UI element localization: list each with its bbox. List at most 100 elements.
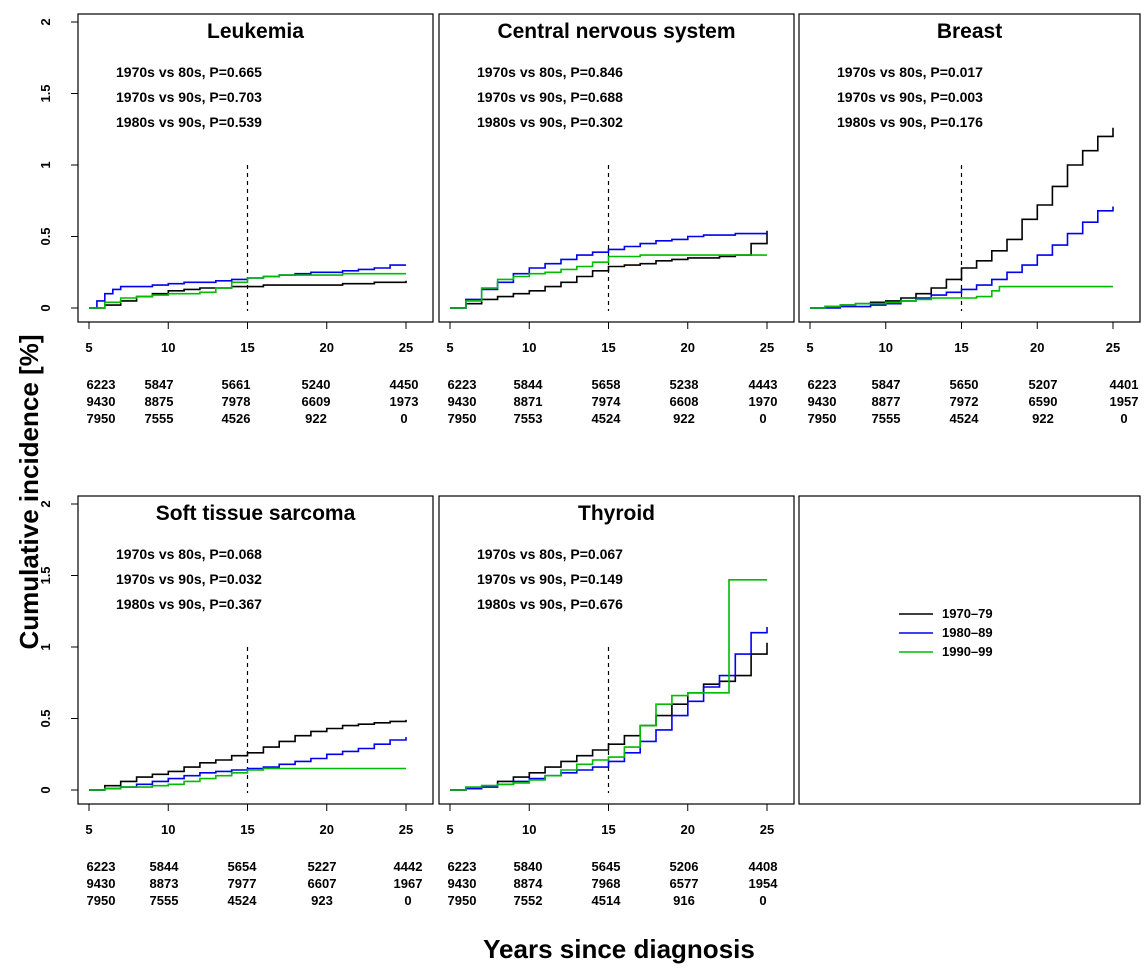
- risk-table-cell: 6223: [448, 377, 477, 392]
- y-tick-label: 2: [38, 18, 53, 25]
- p-value-annotation: 1970s vs 90s, P=0.003: [837, 89, 983, 105]
- risk-table-cell: 9430: [448, 876, 477, 891]
- risk-table-cell: 0: [400, 411, 407, 426]
- legend-label: 1980–89: [942, 625, 993, 640]
- x-tick-label: 25: [760, 340, 774, 355]
- p-value-annotation: 1980s vs 90s, P=0.539: [116, 114, 262, 130]
- risk-table-cell: 0: [1120, 411, 1127, 426]
- series-line-1990-99: [89, 272, 406, 309]
- risk-table-cell: 5847: [872, 377, 901, 392]
- x-tick-label: 10: [522, 340, 536, 355]
- x-tick-label: 10: [161, 340, 175, 355]
- risk-table-cell: 7552: [514, 893, 543, 908]
- risk-table-cell: 5645: [592, 859, 621, 874]
- risk-table-cell: 6607: [308, 876, 337, 891]
- risk-table-cell: 4526: [222, 411, 251, 426]
- risk-table-cell: 1967: [394, 876, 423, 891]
- y-tick-label: 0.5: [38, 227, 53, 245]
- x-tick-label: 15: [240, 340, 254, 355]
- panel-breast: Breast 1970s vs 80s, P=0.017 1970s vs 90s,…: [798, 13, 1141, 426]
- series-line-1990-99: [450, 579, 767, 791]
- series-line-1990-99: [810, 285, 1113, 309]
- risk-table-cell: 4401: [1110, 377, 1139, 392]
- y-tick-label: 1.5: [38, 84, 53, 102]
- p-value-annotation: 1980s vs 90s, P=0.367: [116, 596, 262, 612]
- x-axis-label: Years since diagnosis: [483, 934, 755, 964]
- risk-table-cell: 922: [305, 411, 327, 426]
- series-line-1970-79: [89, 719, 407, 791]
- risk-table-cell: 1973: [390, 394, 419, 409]
- risk-table-cell: 5658: [592, 377, 621, 392]
- risk-table-cell: 0: [759, 893, 766, 908]
- risk-table-cell: 6590: [1029, 394, 1058, 409]
- risk-table-cell: 8873: [150, 876, 179, 891]
- x-tick-label: 20: [320, 340, 334, 355]
- risk-table-cell: 4442: [394, 859, 423, 874]
- series-line-1990-99: [450, 254, 767, 309]
- risk-table-cell: 8874: [514, 876, 544, 891]
- series-line-1990-99: [89, 767, 406, 791]
- risk-table-cell: 5227: [308, 859, 337, 874]
- x-tick-label: 5: [446, 340, 453, 355]
- p-value-annotation: 1970s vs 80s, P=0.846: [477, 64, 623, 80]
- risk-table-cell: 5847: [145, 377, 174, 392]
- x-tick-label: 15: [954, 340, 968, 355]
- y-tick-label: 1.5: [38, 566, 53, 584]
- y-tick-label: 1: [38, 643, 53, 650]
- risk-table-cell: 6577: [670, 876, 699, 891]
- plot-frame: [438, 13, 795, 323]
- risk-table-cell: 7553: [514, 411, 543, 426]
- risk-table-cell: 5654: [228, 859, 258, 874]
- x-tick-label: 20: [320, 822, 334, 837]
- legend-frame: [798, 495, 1141, 805]
- risk-table-cell: 5661: [222, 377, 251, 392]
- y-tick-label: 0: [38, 304, 53, 311]
- risk-table-cell: 922: [673, 411, 695, 426]
- p-value-annotation: 1970s vs 90s, P=0.703: [116, 89, 262, 105]
- risk-table-cell: 4450: [390, 377, 419, 392]
- y-axis-label: Cumulative incidence [%]: [14, 335, 44, 650]
- p-value-annotation: 1970s vs 80s, P=0.068: [116, 546, 262, 562]
- risk-table: 6223 5840 5645 5206 4408 9430 8874 7968 6577 1954…: [448, 859, 779, 908]
- risk-table-cell: 9430: [87, 394, 116, 409]
- x-tick-label: 10: [161, 822, 175, 837]
- x-tick-label: 20: [1030, 340, 1044, 355]
- risk-table-cell: 6223: [448, 859, 477, 874]
- panel-title: Thyroid: [578, 502, 655, 525]
- legend-label: 1990–99: [942, 644, 993, 659]
- risk-table-cell: 5844: [150, 859, 180, 874]
- risk-table-cell: 7972: [950, 394, 979, 409]
- risk-table-cell: 0: [404, 893, 411, 908]
- plot-frame: [77, 495, 434, 805]
- panels: Leukemia 1970s vs 80s, P=0.665 1970s vs 90…: [38, 13, 1141, 908]
- risk-table-cell: 9430: [808, 394, 837, 409]
- risk-table-cell: 7950: [448, 411, 477, 426]
- risk-table-cell: 7968: [592, 876, 621, 891]
- x-tick-label: 20: [681, 340, 695, 355]
- x-tick-label: 5: [85, 822, 92, 837]
- x-tick-label: 15: [601, 822, 615, 837]
- risk-table: 6223 5847 5650 5207 4401 9430 8877 7972 6590 1957…: [808, 377, 1139, 426]
- x-tick-label: 15: [240, 822, 254, 837]
- risk-table-cell: 4524: [228, 893, 258, 908]
- x-axis: 5 10 15 20 25: [85, 321, 413, 355]
- legend-item: 1970–79: [899, 606, 993, 621]
- risk-table-cell: 5844: [514, 377, 544, 392]
- panel-leukemia: Leukemia 1970s vs 80s, P=0.665 1970s vs 90…: [38, 13, 434, 426]
- x-tick-label: 25: [399, 340, 413, 355]
- risk-table-cell: 7555: [872, 411, 901, 426]
- risk-table-cell: 8875: [145, 394, 174, 409]
- legend-item: 1990–99: [899, 644, 993, 659]
- legend-item: 1980–89: [899, 625, 993, 640]
- x-tick-label: 10: [879, 340, 893, 355]
- risk-table-cell: 5240: [302, 377, 331, 392]
- risk-table-cell: 4443: [749, 377, 778, 392]
- risk-table-cell: 1970: [749, 394, 778, 409]
- risk-table-cell: 4524: [950, 411, 980, 426]
- x-axis: 5 10 15 20 25: [85, 803, 413, 837]
- risk-table-cell: 8877: [872, 394, 901, 409]
- p-value-annotation: 1970s vs 80s, P=0.067: [477, 546, 623, 562]
- risk-table-cell: 7555: [150, 893, 179, 908]
- y-tick-label: 1: [38, 161, 53, 168]
- x-tick-label: 15: [601, 340, 615, 355]
